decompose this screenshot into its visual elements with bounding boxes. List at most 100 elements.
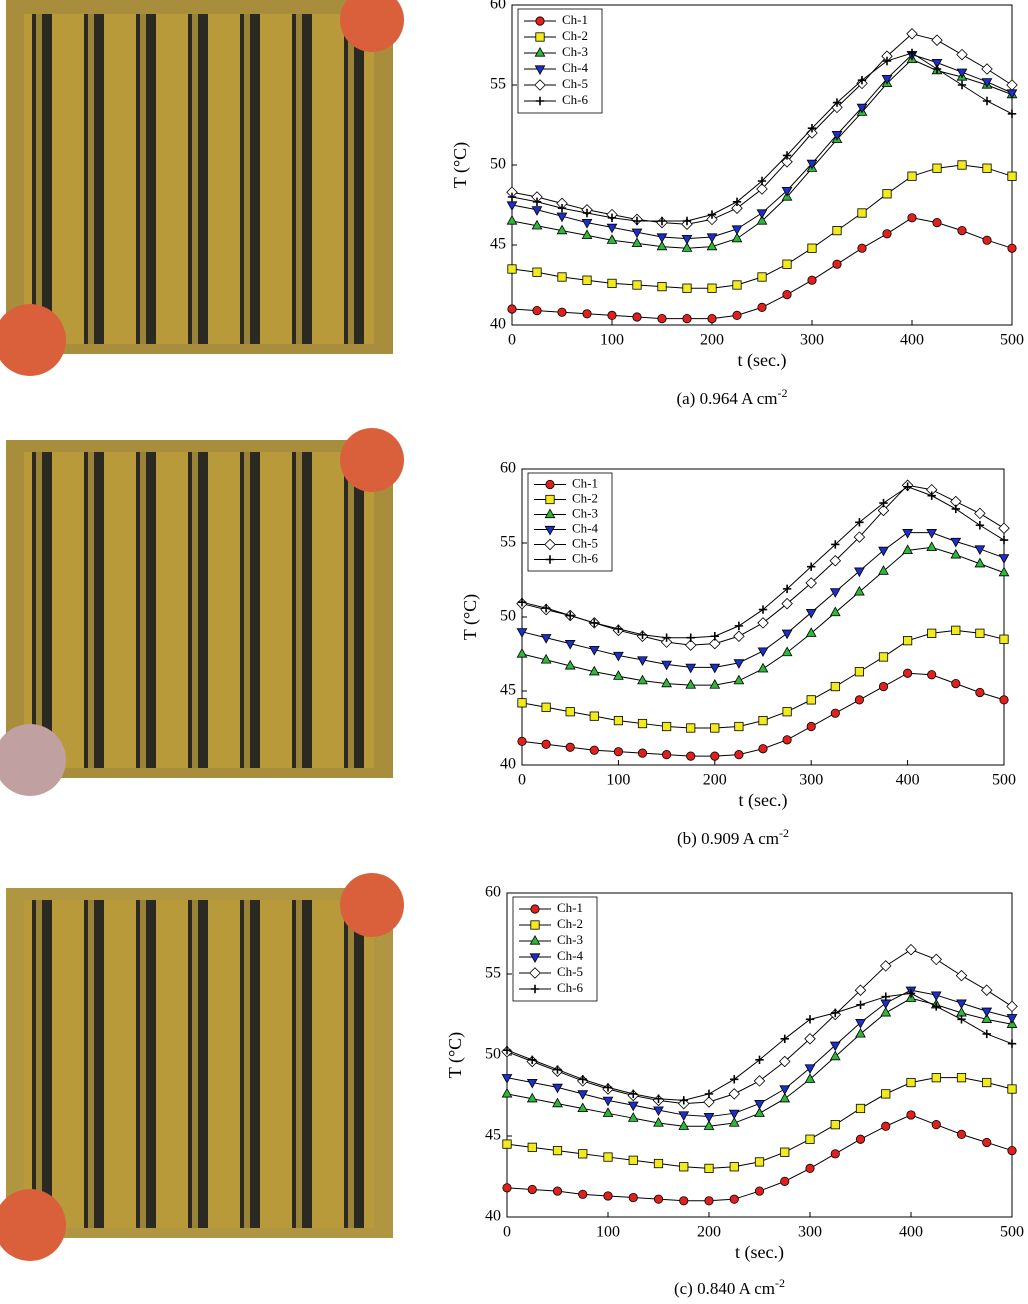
marker	[578, 1149, 588, 1159]
marker	[506, 201, 518, 212]
legend-label: Ch-3	[572, 505, 598, 520]
chart: 40 45 50 55 60 0 100 200 300 400 500 t (sec.) T (°C)…	[460, 460, 1016, 848]
legend-label: Ch-2	[557, 916, 583, 931]
y-tick-label: 60	[490, 0, 506, 13]
x-tick-label: 100	[596, 1224, 620, 1241]
marker	[757, 176, 767, 186]
marker	[854, 567, 865, 578]
marker	[982, 235, 992, 245]
marker	[530, 984, 540, 994]
marker	[734, 721, 744, 732]
marker	[540, 653, 552, 664]
marker	[956, 999, 967, 1010]
marker	[526, 1092, 538, 1103]
x-tick-label: 200	[700, 332, 724, 349]
marker	[545, 555, 555, 564]
marker	[779, 1092, 791, 1103]
marker	[829, 606, 841, 617]
marker	[778, 1055, 791, 1068]
legend-label: Ch-4	[572, 520, 599, 535]
marker	[804, 1033, 816, 1045]
marker	[830, 1120, 840, 1130]
marker	[709, 679, 721, 689]
marker	[829, 1041, 841, 1052]
marker	[653, 1117, 664, 1127]
y-tick-label: 60	[500, 460, 516, 477]
marker	[782, 289, 792, 300]
marker	[758, 605, 768, 614]
marker	[878, 546, 889, 557]
marker	[530, 904, 540, 914]
marker	[531, 206, 543, 216]
marker	[678, 1120, 690, 1130]
marker	[931, 59, 943, 69]
marker	[541, 702, 551, 712]
marker	[710, 632, 719, 641]
y-tick-label: 55	[490, 76, 506, 93]
marker	[703, 1112, 715, 1123]
marker	[781, 597, 793, 610]
marker	[582, 208, 592, 218]
marker	[606, 234, 618, 244]
marker	[930, 953, 943, 966]
marker	[656, 240, 668, 251]
marker	[782, 584, 792, 594]
marker	[855, 1027, 866, 1038]
marker	[982, 96, 992, 106]
marker	[556, 212, 568, 223]
marker	[903, 636, 913, 646]
marker	[856, 103, 868, 114]
marker	[757, 302, 767, 312]
marker	[830, 681, 840, 692]
marker	[857, 76, 867, 85]
marker	[927, 670, 937, 680]
legend-label: Ch-5	[562, 76, 588, 91]
y-tick-label: 55	[485, 965, 501, 982]
marker	[733, 674, 745, 685]
marker	[974, 545, 986, 555]
marker	[926, 541, 938, 552]
marker	[878, 565, 889, 575]
marker	[857, 243, 867, 253]
marker	[530, 920, 540, 930]
marker	[805, 1163, 815, 1174]
marker	[582, 275, 592, 285]
marker	[881, 992, 890, 1001]
marker	[881, 1089, 891, 1099]
marker	[782, 735, 792, 745]
marker	[781, 156, 793, 168]
legend-label: Ch-5	[557, 964, 583, 979]
marker	[854, 695, 865, 705]
marker	[902, 668, 913, 678]
marker	[603, 1083, 613, 1092]
photo-c	[0, 873, 404, 1261]
marker	[855, 1103, 866, 1114]
marker	[578, 1075, 587, 1084]
marker	[975, 687, 985, 698]
caption-superscript: -2	[778, 386, 788, 400]
marker	[632, 216, 642, 226]
marker	[681, 242, 693, 252]
marker	[733, 630, 745, 643]
legend-label: Ch-1	[572, 475, 598, 490]
marker	[656, 233, 668, 244]
marker	[534, 46, 546, 57]
marker	[552, 1083, 563, 1094]
marker	[830, 1149, 840, 1159]
marker	[780, 1176, 790, 1186]
marker	[805, 577, 817, 589]
legend-label: Ch-6	[572, 550, 599, 565]
marker	[685, 663, 697, 674]
marker	[507, 192, 517, 202]
marker	[956, 1073, 967, 1083]
x-tick-label: 200	[703, 772, 727, 789]
marker	[637, 656, 648, 666]
marker	[529, 953, 541, 964]
marker	[553, 1065, 562, 1074]
marker	[661, 750, 672, 760]
marker	[804, 1064, 816, 1074]
marker	[662, 633, 671, 642]
marker	[957, 80, 967, 90]
marker	[502, 1045, 512, 1055]
